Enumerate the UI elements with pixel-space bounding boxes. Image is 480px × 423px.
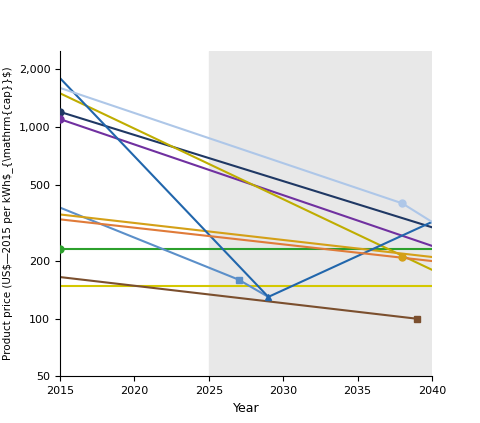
Y-axis label: Product price (US$―2015 per kWh$_{\mathrm{cap}}$): Product price (US$―2015 per kWh$_{\mathr… bbox=[2, 67, 13, 360]
X-axis label: Year: Year bbox=[233, 402, 259, 415]
Bar bbox=[209, 51, 432, 376]
